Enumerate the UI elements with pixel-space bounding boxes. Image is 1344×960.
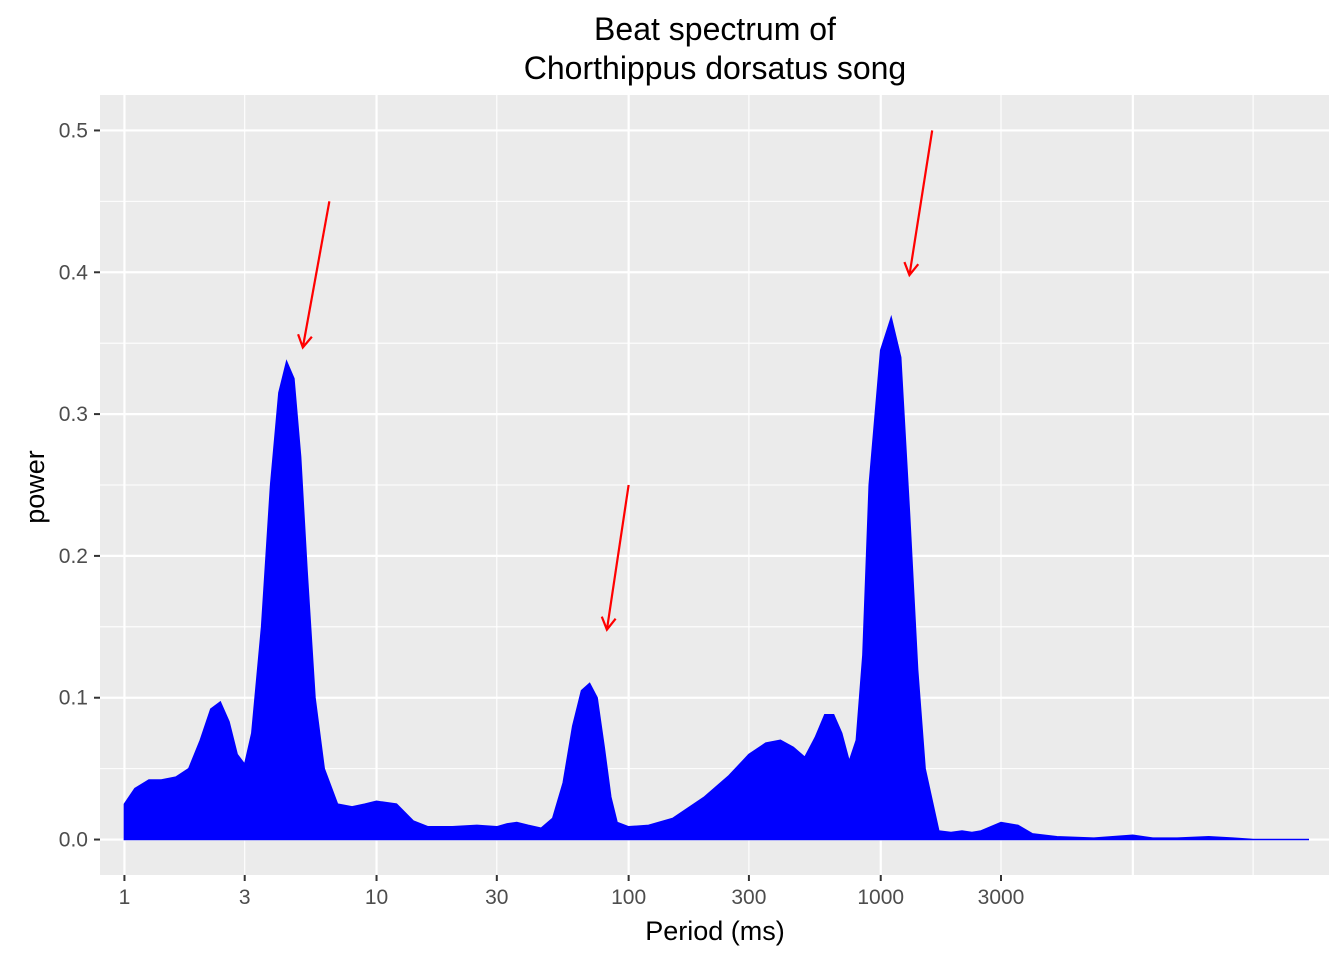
x-tick-label: 3 (239, 886, 251, 909)
arrow-head (297, 333, 313, 350)
y-tick-label: 0.3 (59, 403, 88, 426)
arrow-head (600, 616, 617, 632)
y-axis-title: power (20, 450, 50, 524)
arrow-annotation-3 (903, 130, 934, 278)
arrow-annotations (297, 130, 934, 632)
y-tick-label: 0.5 (59, 119, 88, 142)
x-tick-label: 3000 (978, 886, 1025, 909)
chart-title-line-1: Beat spectrum of (594, 11, 836, 47)
arrow-annotation-2 (600, 484, 630, 632)
x-tick-label: 30 (485, 886, 508, 909)
power-spectrum-area (123, 314, 1309, 841)
x-axis: 1 3 10 30 100 300 1000 3000 (119, 875, 1025, 909)
chart-title-line-2: Chorthippus dorsatus song (524, 50, 906, 86)
arrow-annotation-1 (297, 201, 331, 350)
y-tick-label: 0.4 (59, 261, 89, 284)
arrow-shaft (605, 484, 630, 630)
x-tick-label: 100 (611, 886, 646, 909)
x-tick-label: 300 (731, 886, 766, 909)
y-axis: 0.0 0.1 0.2 0.3 0.4 0.5 (59, 119, 100, 852)
x-tick-label: 1000 (857, 886, 904, 909)
arrow-shaft (908, 130, 934, 276)
arrow-head (903, 261, 920, 278)
y-tick-label: 0.2 (59, 545, 88, 568)
x-tick-label: 1 (119, 886, 131, 909)
arrow-shaft (301, 201, 331, 348)
x-axis-title: Period (ms) (645, 916, 785, 946)
y-tick-label: 0.1 (59, 687, 88, 710)
y-tick-label: 0.0 (59, 829, 88, 852)
x-tick-label: 10 (365, 886, 388, 909)
